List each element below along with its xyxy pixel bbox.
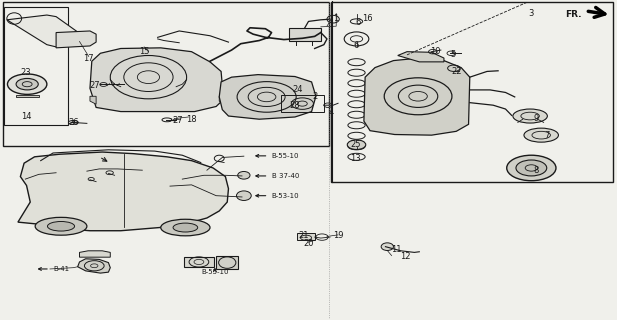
Text: B-53-10: B-53-10 <box>271 193 299 199</box>
Ellipse shape <box>173 223 197 232</box>
Polygon shape <box>219 75 316 119</box>
Polygon shape <box>7 15 87 47</box>
Text: 26: 26 <box>68 118 78 127</box>
Text: B-55-10: B-55-10 <box>201 269 229 275</box>
Ellipse shape <box>7 74 47 94</box>
Polygon shape <box>398 52 444 62</box>
Text: 6: 6 <box>354 41 359 51</box>
Bar <box>184 257 213 267</box>
Bar <box>216 256 238 269</box>
Text: 21: 21 <box>299 231 309 240</box>
Ellipse shape <box>48 221 75 231</box>
Text: 20: 20 <box>303 239 314 248</box>
Ellipse shape <box>347 140 366 149</box>
Text: 10: 10 <box>430 47 441 56</box>
Text: 24: 24 <box>293 85 304 94</box>
Text: 17: 17 <box>83 53 94 62</box>
Polygon shape <box>56 31 96 48</box>
Ellipse shape <box>35 217 87 235</box>
Text: 2: 2 <box>312 92 317 101</box>
Text: 9: 9 <box>534 114 539 123</box>
Text: B 37-40: B 37-40 <box>271 173 299 179</box>
Bar <box>4 7 68 125</box>
Text: 14: 14 <box>22 112 32 121</box>
Text: 1: 1 <box>334 14 339 23</box>
Bar <box>331 2 613 182</box>
Ellipse shape <box>513 109 547 123</box>
Ellipse shape <box>238 172 250 179</box>
Polygon shape <box>90 48 223 112</box>
Text: 16: 16 <box>362 14 372 23</box>
Bar <box>281 95 324 112</box>
Text: 6: 6 <box>355 19 360 28</box>
Text: FR.: FR. <box>565 10 581 19</box>
Polygon shape <box>80 251 110 257</box>
Ellipse shape <box>524 128 558 142</box>
Ellipse shape <box>516 160 547 176</box>
Text: 27: 27 <box>89 81 99 90</box>
Bar <box>2 2 329 146</box>
Ellipse shape <box>507 155 556 181</box>
Ellipse shape <box>16 78 38 90</box>
Text: 22: 22 <box>451 67 462 76</box>
Text: 3: 3 <box>529 9 534 18</box>
Ellipse shape <box>161 219 210 236</box>
Text: 4: 4 <box>329 108 334 117</box>
Text: 18: 18 <box>186 115 197 124</box>
Bar <box>297 233 315 240</box>
Polygon shape <box>219 96 223 104</box>
Polygon shape <box>90 96 96 104</box>
Text: B-55-10: B-55-10 <box>271 153 299 159</box>
Text: 27: 27 <box>173 116 183 125</box>
Text: 5: 5 <box>450 50 456 59</box>
Polygon shape <box>364 58 470 135</box>
Text: 13: 13 <box>350 154 360 163</box>
Text: 15: 15 <box>139 46 149 56</box>
Bar <box>289 28 321 41</box>
Polygon shape <box>16 95 39 97</box>
Text: 12: 12 <box>400 252 411 261</box>
Ellipse shape <box>381 243 394 251</box>
Text: B-41: B-41 <box>53 266 69 272</box>
Polygon shape <box>18 152 228 231</box>
Text: 11: 11 <box>391 245 402 254</box>
Text: 28: 28 <box>289 101 300 110</box>
Text: 8: 8 <box>534 166 539 175</box>
Text: 7: 7 <box>545 131 550 140</box>
Text: 23: 23 <box>20 68 31 77</box>
Ellipse shape <box>236 191 251 200</box>
Polygon shape <box>78 259 110 273</box>
Text: 19: 19 <box>333 231 343 240</box>
Text: 25: 25 <box>350 140 361 149</box>
